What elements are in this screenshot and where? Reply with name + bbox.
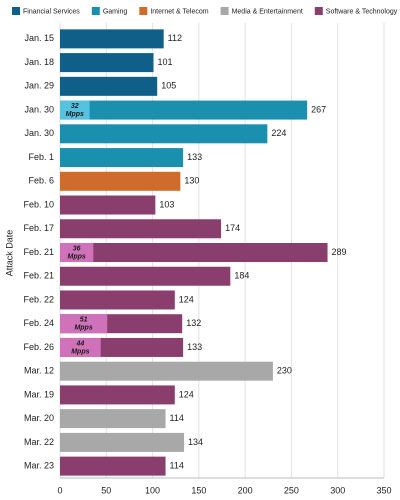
value-label: 224: [271, 128, 286, 138]
x-tick-label: 350: [376, 485, 391, 495]
x-tick-label: 250: [284, 485, 299, 495]
value-label: 133: [187, 342, 202, 352]
y-tick-label: Jan. 30: [24, 104, 54, 114]
y-tick-label: Mar. 22: [24, 437, 54, 447]
value-label: 114: [170, 413, 184, 423]
overlay-bar: [60, 314, 108, 334]
y-tick-label: Feb. 24: [23, 318, 54, 328]
y-tick-label: Feb. 21: [23, 247, 54, 257]
legend-label: Internet & Telecom: [150, 8, 208, 15]
bar: [60, 148, 184, 168]
y-tick-label: Feb. 1: [28, 152, 54, 162]
overlay-value: 36: [73, 245, 81, 252]
legend-swatch: [314, 7, 323, 15]
value-label: 103: [159, 199, 174, 209]
overlay-unit: Mpps: [68, 253, 86, 260]
legend-label: Media & Entertainment: [232, 8, 303, 15]
x-tick-label: 50: [101, 485, 111, 495]
value-label: 105: [161, 81, 176, 91]
y-tick-label: Jan. 15: [24, 33, 54, 43]
bar: [60, 219, 222, 239]
bar: [60, 195, 156, 215]
value-label: 184: [234, 271, 249, 281]
bar: [60, 456, 166, 476]
overlay-unit: Mpps: [71, 348, 89, 355]
overlay-bar: [60, 243, 94, 262]
y-tick-label: Jan. 18: [24, 57, 54, 67]
x-tick-label: 100: [145, 485, 160, 495]
value-label: 130: [184, 176, 199, 186]
y-tick-label: Mar. 12: [24, 366, 54, 376]
y-tick-label: Feb. 6: [28, 176, 54, 186]
legend-label: Gaming: [103, 8, 128, 15]
bar: [60, 385, 175, 405]
overlay-value: 44: [75, 340, 84, 347]
bar: [60, 29, 164, 49]
value-label: 230: [277, 366, 292, 376]
y-tick-label: Mar. 20: [24, 413, 54, 423]
legend-swatch: [139, 7, 148, 15]
bar: [60, 432, 185, 452]
legend-label: Software & Technology: [326, 8, 398, 15]
y-tick-label: Feb. 22: [23, 294, 54, 304]
bar: [60, 290, 175, 310]
y-tick-label: Mar. 23: [24, 461, 54, 471]
overlay-value: 51: [80, 317, 88, 324]
bar: [60, 409, 166, 429]
x-tick-label: 300: [330, 485, 345, 495]
value-label: 112: [168, 33, 182, 43]
legend-swatch: [220, 7, 229, 15]
bar: [60, 53, 154, 73]
value-label: 132: [186, 318, 201, 328]
x-tick-label: 150: [191, 485, 206, 495]
y-axis-label: Attack Date: [4, 230, 14, 277]
x-tick-label: 0: [57, 485, 62, 495]
value-label: 124: [179, 294, 194, 304]
y-tick-label: Feb. 21: [23, 271, 54, 281]
bar: [60, 124, 268, 144]
overlay-value: 32: [71, 103, 79, 110]
value-label: 174: [225, 223, 240, 233]
value-label: 101: [157, 57, 172, 67]
y-tick-label: Feb. 10: [23, 199, 54, 209]
value-label: 134: [188, 437, 203, 447]
overlay-unit: Mpps: [74, 325, 92, 332]
y-tick-label: Jan. 29: [24, 81, 54, 91]
bar: [60, 100, 308, 120]
overlay-bar: [60, 337, 101, 357]
y-tick-label: Feb. 17: [23, 223, 54, 233]
value-label: 133: [187, 152, 202, 162]
value-label: 114: [170, 461, 184, 471]
bar: [60, 76, 158, 96]
bar: [60, 266, 231, 286]
value-label: 124: [179, 389, 194, 399]
legend-swatch: [12, 7, 20, 15]
y-tick-label: Mar. 19: [24, 389, 54, 399]
bar: [60, 361, 273, 381]
x-tick-label: 200: [238, 485, 253, 495]
bar: [60, 243, 328, 262]
overlay-unit: Mpps: [66, 111, 84, 118]
value-label: 267: [311, 104, 326, 114]
bar: [60, 171, 181, 191]
legend-label: Financial Services: [23, 8, 80, 15]
y-tick-label: Jan. 30: [24, 128, 54, 138]
value-label: 289: [332, 247, 347, 257]
y-tick-label: Feb. 26: [23, 342, 54, 352]
overlay-bar: [60, 100, 90, 120]
legend-swatch: [91, 7, 100, 15]
